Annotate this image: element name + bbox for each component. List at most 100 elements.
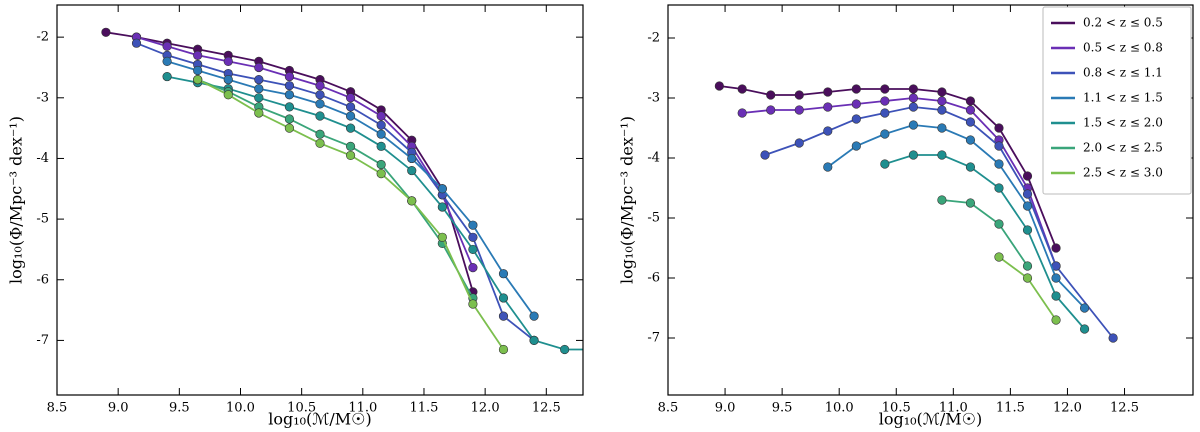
y-tick-label: -4 xyxy=(36,151,49,166)
data-point xyxy=(937,123,947,133)
x-tick-label: 9.5 xyxy=(169,401,190,416)
data-point xyxy=(437,202,447,212)
data-point xyxy=(284,71,295,82)
x-tick-label: 12.5 xyxy=(532,401,561,416)
data-point xyxy=(794,105,804,115)
legend-label: 1.5 < z ≤ 2.0 xyxy=(1083,116,1163,130)
data-point xyxy=(376,129,386,139)
data-point xyxy=(101,27,111,37)
data-point xyxy=(937,195,947,205)
x-tick-label: 11.5 xyxy=(410,401,439,416)
x-tick-label: 9.0 xyxy=(715,401,736,416)
data-point xyxy=(468,220,478,230)
x-tick-label: 12.5 xyxy=(1110,401,1139,416)
data-point xyxy=(1079,324,1090,334)
data-point xyxy=(498,311,509,321)
data-point xyxy=(851,99,861,109)
data-point xyxy=(794,90,804,100)
data-point xyxy=(376,120,386,130)
data-point xyxy=(994,183,1004,193)
data-point xyxy=(1079,303,1090,313)
data-point xyxy=(851,114,861,124)
data-point xyxy=(994,159,1004,169)
data-point xyxy=(880,84,890,94)
data-point xyxy=(468,232,478,242)
data-point xyxy=(498,344,509,355)
data-point xyxy=(823,126,833,136)
x-tick-label: 9.0 xyxy=(108,401,129,416)
data-point xyxy=(591,345,600,354)
legend-label: 1.1 < z ≤ 1.5 xyxy=(1083,91,1163,105)
data-point xyxy=(937,96,947,106)
fit-line xyxy=(136,36,474,268)
data-point xyxy=(315,99,325,109)
data-point xyxy=(908,84,918,94)
data-point xyxy=(823,162,833,172)
y-tick-label: -4 xyxy=(647,151,660,166)
plot-frame xyxy=(56,4,584,396)
data-point xyxy=(254,84,264,94)
data-point xyxy=(714,81,724,91)
data-point xyxy=(407,196,417,206)
data-point xyxy=(468,299,478,309)
x-tick-label: 10.5 xyxy=(287,401,316,416)
data-point xyxy=(284,123,295,133)
data-point xyxy=(908,120,918,130)
data-point xyxy=(468,244,478,255)
fit-line xyxy=(827,124,1086,309)
fit-line xyxy=(742,97,1057,267)
data-point xyxy=(345,123,356,133)
data-point xyxy=(851,84,861,94)
legend-box xyxy=(1042,6,1192,195)
x-axis-label: log₁₀(ℳ/M☉) xyxy=(268,410,372,429)
data-point xyxy=(965,135,976,145)
data-point xyxy=(937,150,947,160)
data-point xyxy=(284,81,295,91)
data-point xyxy=(908,150,918,160)
data-point xyxy=(1022,225,1033,235)
data-point xyxy=(284,102,295,112)
data-point xyxy=(1022,171,1033,181)
data-point xyxy=(345,102,356,112)
data-point xyxy=(994,219,1004,229)
x-tick-label: 10.0 xyxy=(226,401,255,416)
data-point xyxy=(437,232,447,242)
data-point xyxy=(162,41,172,51)
data-point xyxy=(315,111,325,121)
data-point xyxy=(760,150,770,160)
data-point xyxy=(908,93,918,103)
fit-line xyxy=(197,78,474,299)
x-tick-label: 12.0 xyxy=(471,401,500,416)
data-point xyxy=(437,184,447,194)
data-point xyxy=(529,335,539,346)
data-point xyxy=(162,71,172,82)
data-point xyxy=(193,50,203,60)
data-point xyxy=(994,123,1004,133)
data-point xyxy=(965,198,976,208)
data-point xyxy=(223,56,233,67)
data-point xyxy=(965,96,976,106)
data-point xyxy=(880,129,890,139)
x-tick-label: 8.5 xyxy=(47,401,68,416)
data-point xyxy=(468,263,478,273)
plot-frame xyxy=(667,4,1194,396)
fit-line xyxy=(884,154,1086,330)
y-axis-label: log₁₀(Φ/Mpc⁻³ dex⁻¹) xyxy=(7,116,26,284)
data-point xyxy=(315,90,325,100)
data-point xyxy=(937,87,947,97)
data-point xyxy=(737,84,747,94)
data-point xyxy=(345,93,356,103)
y-tick-label: -5 xyxy=(36,212,49,227)
data-point xyxy=(794,138,804,148)
data-point xyxy=(823,87,833,97)
data-point xyxy=(315,138,325,148)
data-point xyxy=(498,269,509,279)
legend-label: 2.0 < z ≤ 2.5 xyxy=(1083,141,1163,155)
x-tick-label: 12.0 xyxy=(1053,401,1082,416)
data-point xyxy=(823,102,833,112)
y-tick-label: -6 xyxy=(647,271,660,286)
data-point xyxy=(131,38,142,48)
data-point xyxy=(1022,273,1033,283)
fit-line xyxy=(136,42,535,342)
data-point xyxy=(880,159,890,169)
